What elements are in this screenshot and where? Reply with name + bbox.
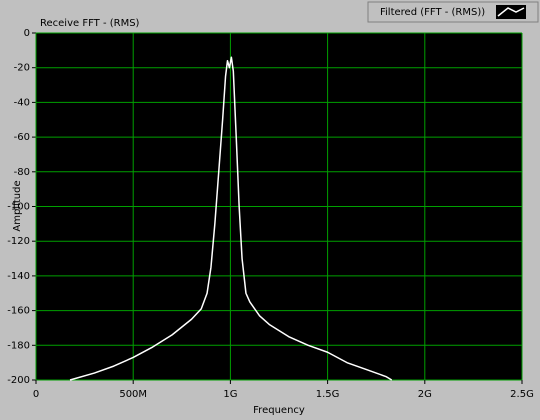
legend: Filtered (FFT - (RMS)) xyxy=(367,1,539,23)
y-tick-label: -160 xyxy=(7,306,30,317)
x-tick-label: 0 xyxy=(33,389,39,400)
x-tick-label: 2.5G xyxy=(510,389,534,400)
chart-title: Receive FFT - (RMS) xyxy=(40,18,140,29)
y-tick-label: -200 xyxy=(7,375,30,386)
y-tick-label: -180 xyxy=(7,340,30,351)
y-axis-label: Amplitude xyxy=(12,180,23,231)
x-tick-label: 500M xyxy=(119,389,147,400)
legend-box xyxy=(367,1,539,23)
legend-label: Filtered (FFT - (RMS)) xyxy=(380,7,485,18)
y-tick-label: 0 xyxy=(24,28,30,39)
x-tick-label: 2G xyxy=(418,389,432,400)
y-tick-label: -100 xyxy=(7,202,30,213)
x-tick-label: 1.5G xyxy=(316,389,340,400)
legend-swatch xyxy=(497,7,525,17)
series-line xyxy=(69,56,393,381)
y-tick-label: -140 xyxy=(7,271,30,282)
x-tick-label: 1G xyxy=(223,389,237,400)
legend-swatch-bg xyxy=(496,5,526,19)
y-tick-label: -60 xyxy=(14,132,30,143)
y-tick-label: -20 xyxy=(14,63,30,74)
x-axis-label: Frequency xyxy=(253,405,305,416)
y-tick-label: -40 xyxy=(14,97,30,108)
y-tick-label: -80 xyxy=(14,167,30,178)
y-tick-label: -120 xyxy=(7,236,30,247)
